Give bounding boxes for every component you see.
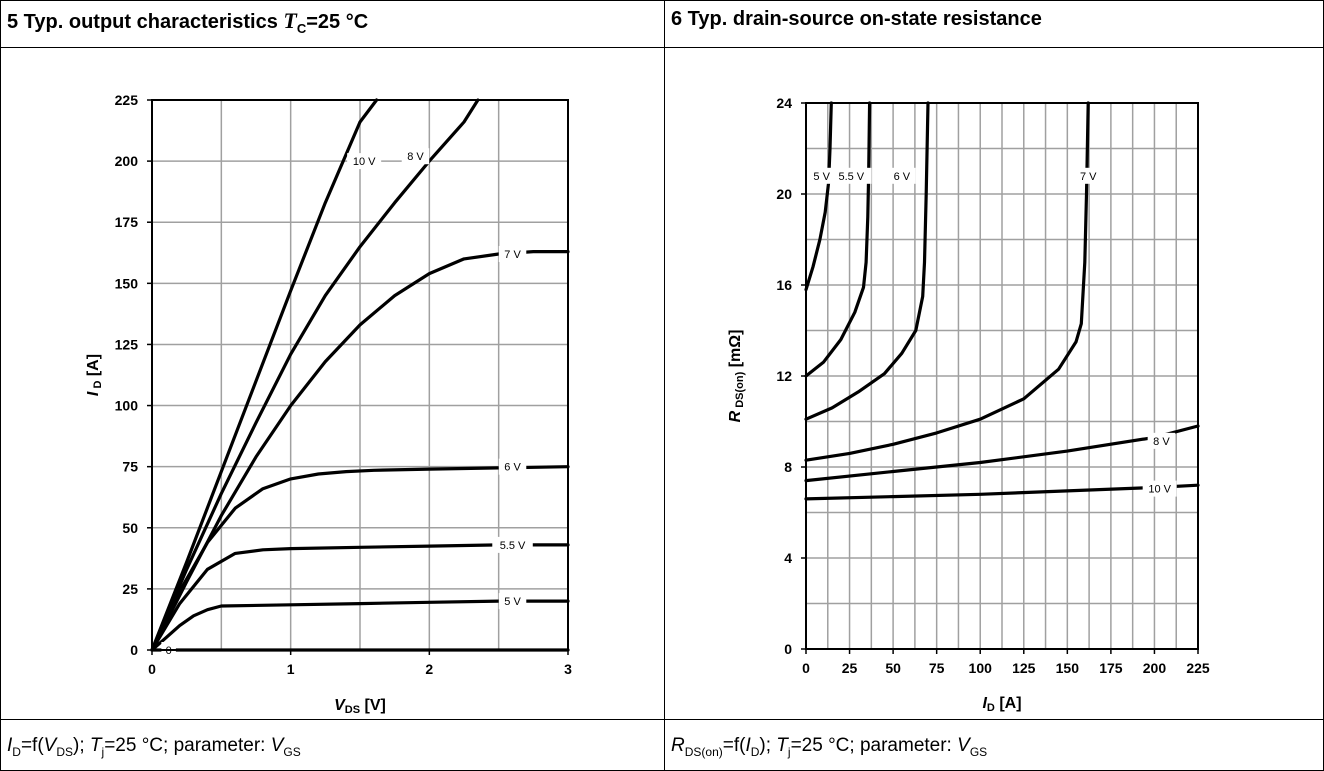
chart2-series-label-bg [1142,480,1177,497]
chart1-series-label: 7 V [504,249,521,261]
chart2-y-tick-label: 12 [776,368,792,384]
chart1-series-label: 5 V [504,596,521,608]
chart1-axes-frame [151,99,569,651]
chart1-series-6-v-line [150,465,570,652]
chart1-y-tick-label: 200 [115,153,139,169]
right-figure-caption: RDS(on)=f(ID); Tj=25 °C; parameter: VGS [671,735,988,759]
chart2-series-label: 10 V [1148,484,1171,496]
table-border-left [0,0,1,771]
chart1-series-5-5-v-line [150,543,570,652]
chart1-series-label-bg [498,458,527,475]
chart1-series-label: 5.5 V [500,540,526,552]
chart1-x-tick-label: 2 [425,661,433,677]
chart1-series-label: 6 V [504,462,521,474]
chart2-y-tick-label: 16 [776,277,792,293]
chart2-x-axis-label: ID [A] [982,695,1021,714]
left-figure-caption: ID=f(VDS); Tj=25 °C; parameter: VGS [7,735,301,759]
chart1-y-tick-label: 0 [130,642,138,658]
table-border-top [0,0,1324,1]
chart2-series-5-v-line [804,101,833,292]
chart2-x-tick-label: 175 [1099,660,1123,676]
chart2-series-label-bg [1147,432,1176,449]
chart2-x-tick-label: 25 [842,660,858,676]
chart2-x-tick-label: 0 [802,660,810,676]
chart1-series-label-bg [347,153,382,170]
chart1-x-tick-label: 1 [287,661,295,677]
chart1-series-label-bg [492,536,533,553]
chart2-series-7-v-line [804,101,1090,462]
chart1-series-label-bg [498,593,527,610]
chart2-series-5-5-v-line [804,101,872,378]
chart2-series-label-bg [831,167,872,184]
chart1-y-axis-label: I D [A] [85,354,104,396]
chart1-y-tick-label: 225 [115,92,139,108]
chart2-series-label-bg [1074,167,1102,184]
chart1-y-tick-label: 75 [122,459,138,475]
chart1-series-label: 8 V [407,151,424,163]
chart2-x-tick-label: 125 [1012,660,1036,676]
chart1-y-tick-label: 150 [115,275,139,291]
chart2-y-tick-label: 4 [784,550,792,566]
chart1-series-label-bg [498,246,527,262]
chart2-series-label: 5.5 V [838,171,864,183]
chart2-y-tick-label: 24 [776,95,792,111]
chart1-y-tick-label: 100 [115,398,139,414]
chart1-x-tick-label: 3 [564,661,572,677]
chart2-series-6-v-line [804,101,930,421]
chart2-x-tick-label: 50 [885,660,901,676]
header-divider [0,47,1324,48]
chart2-y-tick-label: 8 [784,459,792,475]
chart2-y-tick-label: 0 [784,641,792,657]
chart1-y-tick-label: 175 [115,214,139,230]
chart1-y-tick-label: 125 [115,336,139,352]
chart2-y-tick-label: 20 [776,186,792,202]
left-figure-title: 5 Typ. output characteristics TC=25 °C [7,8,369,36]
chart2-series-label-bg [807,167,836,184]
chart2-x-tick-label: 75 [929,660,945,676]
chart2-y-axis-label: R DS(on) [mΩ] [727,330,746,423]
chart1-series-label: 10 V [353,156,376,168]
chart1-series-5-v-line [150,599,570,652]
chart2-x-tick-label: 225 [1186,660,1210,676]
chart2-series-label: 6 V [894,171,911,183]
chart1-series-10-v-line [150,98,379,652]
chart1-y-tick-label: 50 [122,520,138,536]
chart2-series-label-bg [888,167,916,184]
chart2-series-label: 7 V [1080,171,1097,183]
chart2-x-tick-label: 100 [969,660,993,676]
chart1-x-axis-label: VDS [V] [334,697,386,716]
chart1-series-8-v-line [150,98,480,652]
chart1-series-label-bg [401,148,430,165]
caption-divider [0,719,1324,720]
right-figure-title: 6 Typ. drain-source on-state resistance [671,8,1042,30]
chart1-series-7-v-line [150,250,570,652]
chart1-x-tick-label: 0 [148,661,156,677]
column-divider [664,0,665,771]
chart2-series-label: 5 V [813,171,830,183]
chart2-x-tick-label: 200 [1143,660,1167,676]
chart2-series-label: 8 V [1153,436,1170,448]
chart2-x-tick-label: 150 [1056,660,1080,676]
chart1-y-tick-label: 25 [122,581,138,597]
